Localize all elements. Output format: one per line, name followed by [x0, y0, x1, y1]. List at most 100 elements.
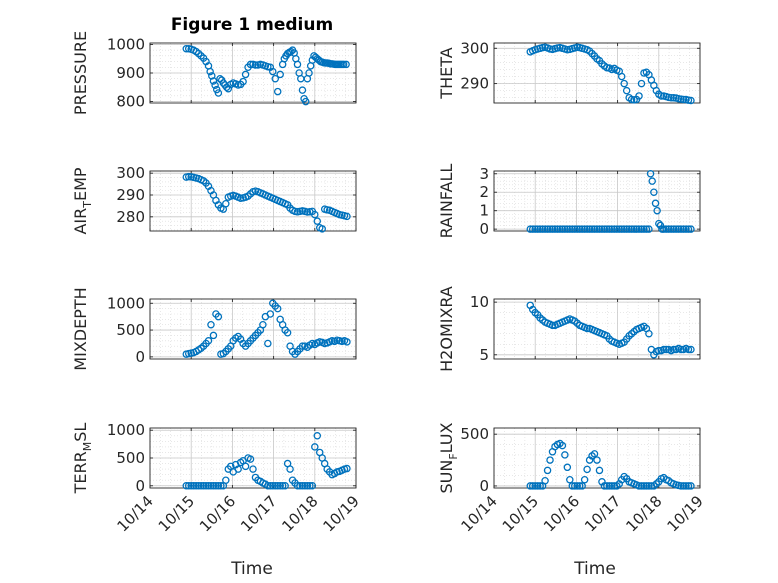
data-point	[273, 304, 282, 313]
data-point	[276, 482, 284, 490]
data-point	[543, 466, 552, 475]
data-point	[541, 477, 549, 485]
data-point	[209, 482, 218, 490]
data-point	[593, 456, 601, 464]
data-point	[551, 225, 559, 233]
data-point	[241, 462, 250, 471]
subplot-1: 800 900 1000 PRESSURE	[71, 31, 357, 115]
data-point	[687, 96, 695, 105]
y-tick-label: 500	[460, 425, 489, 443]
data-point	[648, 177, 656, 185]
data-point	[637, 482, 646, 490]
y-tick-label: 1000	[107, 294, 145, 312]
data-point	[590, 225, 599, 233]
data-point	[645, 225, 653, 233]
x-axis-label-left: Time	[230, 559, 273, 579]
x-tick-label: 10/15	[499, 492, 542, 535]
data-point	[669, 225, 678, 233]
data-point	[677, 345, 685, 354]
data-point	[580, 475, 589, 484]
data-point	[625, 225, 633, 233]
data-point	[682, 482, 690, 490]
x-tick-label: 10/16	[540, 492, 583, 535]
data-point	[296, 482, 304, 490]
data-point	[556, 225, 564, 233]
data-point	[313, 217, 322, 225]
data-point	[679, 482, 688, 490]
data-point	[197, 482, 205, 490]
y-axis-label: RAINFALL	[437, 164, 456, 239]
y-tick-label: 280	[116, 208, 145, 226]
data-point	[298, 342, 307, 350]
data-point	[541, 225, 549, 233]
data-point	[301, 482, 309, 490]
data-point	[264, 339, 272, 348]
data-point	[684, 225, 693, 233]
data-point	[306, 482, 314, 490]
data-point	[339, 60, 348, 69]
data-point	[259, 320, 267, 329]
axes-box	[493, 427, 701, 489]
data-point	[655, 219, 663, 228]
data-point	[635, 482, 643, 490]
data-point	[533, 225, 542, 233]
x-tick-label: 10/19	[664, 492, 707, 535]
data-point	[672, 225, 680, 233]
data-point	[184, 482, 193, 490]
data-point	[640, 225, 648, 233]
y-tick-label: 1	[479, 202, 489, 220]
data-point	[617, 72, 626, 81]
data-point	[271, 74, 279, 83]
data-point	[687, 345, 695, 354]
data-point	[622, 225, 631, 233]
data-point	[266, 482, 275, 490]
data-point	[206, 67, 214, 76]
data-point	[687, 225, 695, 233]
data-point	[538, 225, 547, 233]
data-point	[684, 345, 693, 354]
data-point	[239, 77, 247, 86]
data-point	[684, 482, 693, 490]
data-point	[677, 225, 685, 233]
data-point	[543, 225, 552, 233]
y-tick-label: 0	[135, 348, 145, 366]
data-point	[578, 225, 586, 233]
x-axis-label-right: Time	[573, 559, 616, 579]
data-point	[657, 92, 666, 100]
data-point	[615, 225, 623, 233]
data-point	[298, 86, 307, 94]
data-point	[566, 475, 574, 484]
data-point	[266, 310, 275, 318]
data-point	[563, 225, 572, 233]
data-point	[298, 482, 307, 490]
data-point	[583, 465, 591, 474]
data-point	[679, 95, 688, 104]
data-point	[659, 225, 668, 233]
data-point	[214, 89, 223, 97]
data-point	[575, 482, 584, 490]
data-point	[640, 482, 648, 490]
data-point	[682, 225, 690, 233]
data-point	[568, 225, 577, 233]
data-point	[194, 482, 203, 490]
data-point	[526, 482, 535, 490]
data-point	[192, 482, 200, 490]
y-tick-label: 900	[116, 64, 145, 82]
data-point	[214, 312, 223, 321]
data-point	[343, 212, 351, 221]
data-point	[632, 225, 641, 233]
data-point	[655, 346, 663, 355]
data-point	[598, 225, 606, 233]
axes-box	[493, 298, 701, 360]
data-point	[246, 455, 255, 463]
data-point	[246, 60, 255, 69]
data-point	[651, 199, 660, 208]
data-point	[303, 482, 312, 490]
data-point	[667, 225, 675, 233]
data-point	[234, 465, 242, 473]
data-point	[264, 482, 272, 490]
data-point	[674, 225, 683, 233]
y-tick-label: 300	[116, 164, 145, 182]
